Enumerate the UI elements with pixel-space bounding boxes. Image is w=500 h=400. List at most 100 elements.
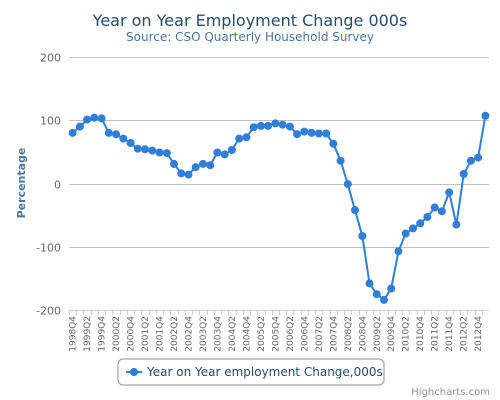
x-tick-label: 2011Q4 <box>445 316 455 352</box>
data-point[interactable] <box>112 130 121 139</box>
data-point[interactable] <box>380 295 388 304</box>
data-point[interactable] <box>445 188 454 197</box>
y-tick-label: -100 <box>36 242 61 255</box>
series-group <box>68 111 490 304</box>
data-point[interactable] <box>423 213 432 221</box>
y-tick-label: 200 <box>40 52 61 65</box>
data-point[interactable] <box>206 161 215 170</box>
data-point[interactable] <box>148 146 157 155</box>
data-point[interactable] <box>481 111 490 120</box>
data-point[interactable] <box>264 121 273 130</box>
data-point[interactable] <box>162 149 171 158</box>
data-point[interactable] <box>285 122 294 131</box>
data-point[interactable] <box>242 133 251 142</box>
x-tick-label: 2004Q4 <box>242 316 252 352</box>
data-point[interactable] <box>401 229 410 238</box>
x-tick-label: 2000Q4 <box>127 316 137 352</box>
data-point[interactable] <box>387 284 396 293</box>
data-point[interactable] <box>97 114 106 123</box>
data-point[interactable] <box>177 169 186 178</box>
x-tick-label: 2002Q4 <box>184 316 194 352</box>
chart-title: Year on Year Employment Change 000s <box>92 11 408 30</box>
data-point[interactable] <box>184 170 193 179</box>
x-tick-label: 1999Q4 <box>98 316 108 352</box>
data-point[interactable] <box>466 156 475 165</box>
data-point[interactable] <box>256 121 265 130</box>
legend-box <box>117 358 385 386</box>
data-point[interactable] <box>351 206 359 215</box>
data-point[interactable] <box>155 148 164 157</box>
data-point[interactable] <box>329 139 338 148</box>
data-point[interactable] <box>119 134 128 143</box>
data-point[interactable] <box>199 159 207 168</box>
x-tick-label: 2008Q4 <box>358 316 368 352</box>
data-point[interactable] <box>322 129 331 138</box>
data-point[interactable] <box>459 170 468 178</box>
data-point[interactable] <box>235 134 244 143</box>
x-tick-label: 2009Q2 <box>373 316 383 352</box>
legend-marker-icon <box>130 368 138 376</box>
data-point[interactable] <box>416 219 425 228</box>
x-tick-label: 2003Q2 <box>199 316 209 352</box>
x-tick-label: 1998Q4 <box>69 316 79 352</box>
y-axis: -200 -100 0 100 200 <box>36 52 61 318</box>
x-tick-label: 2007Q4 <box>329 316 339 352</box>
data-point[interactable] <box>133 144 142 153</box>
data-point[interactable] <box>83 115 92 124</box>
x-tick-label: 2008Q2 <box>344 316 354 352</box>
data-point[interactable] <box>300 127 309 136</box>
data-point[interactable] <box>90 113 99 122</box>
data-point[interactable] <box>278 120 287 129</box>
x-tick-label: 2006Q2 <box>286 316 296 352</box>
y-tick-label: -200 <box>36 305 61 318</box>
data-point[interactable] <box>249 123 258 132</box>
data-point[interactable] <box>394 247 403 256</box>
data-point[interactable] <box>358 232 367 240</box>
credits-link[interactable]: Highcharts.com <box>411 387 490 398</box>
data-point[interactable] <box>430 203 439 212</box>
data-point[interactable] <box>220 150 229 159</box>
data-point[interactable] <box>141 145 149 154</box>
x-tick-label: 2003Q4 <box>213 316 223 352</box>
data-point[interactable] <box>372 290 381 299</box>
data-point[interactable] <box>365 279 374 288</box>
data-point[interactable] <box>343 180 352 189</box>
x-tick-label: 2010Q2 <box>402 316 412 352</box>
data-point[interactable] <box>409 224 417 233</box>
x-tick-label: 2005Q4 <box>271 316 281 352</box>
legend-item-label[interactable]: Year on Year employment Change,000s <box>146 365 383 379</box>
data-point[interactable] <box>170 159 178 168</box>
data-point[interactable] <box>307 128 316 137</box>
data-point[interactable] <box>227 146 236 154</box>
x-tick-label: 2000Q2 <box>112 316 122 352</box>
data-point[interactable] <box>68 128 77 137</box>
x-tick-label: 2012Q4 <box>474 316 484 352</box>
data-point[interactable] <box>271 119 280 128</box>
data-point[interactable] <box>213 148 222 157</box>
x-axis: 1998Q4 1999Q2 1999Q4 2000Q2 2000Q4 2001Q2 2001… <box>69 310 489 352</box>
data-point[interactable] <box>474 153 483 162</box>
data-point[interactable] <box>126 139 135 147</box>
x-tick-label: 2009Q4 <box>387 316 397 352</box>
data-point[interactable] <box>191 163 200 172</box>
data-point[interactable] <box>336 156 345 165</box>
legend[interactable]: Year on Year employment Change,000s <box>117 358 385 386</box>
x-tick-label: 2007Q2 <box>315 316 325 352</box>
data-point[interactable] <box>314 129 323 138</box>
data-point[interactable] <box>452 220 461 229</box>
x-tick-label: 2012Q2 <box>460 316 470 352</box>
y-axis-title: Percentage <box>15 148 28 219</box>
x-tick-label: 2002Q2 <box>170 316 180 352</box>
y-tick-label: 100 <box>40 115 61 128</box>
x-tick-label: 2006Q4 <box>300 316 310 352</box>
data-point[interactable] <box>293 130 302 139</box>
data-point[interactable] <box>75 122 84 131</box>
x-tick-label: 2005Q2 <box>257 316 267 352</box>
x-tick-label: 2011Q2 <box>431 316 441 352</box>
y-tick-label: 0 <box>54 179 61 192</box>
data-point[interactable] <box>104 128 113 137</box>
data-point[interactable] <box>437 207 446 216</box>
